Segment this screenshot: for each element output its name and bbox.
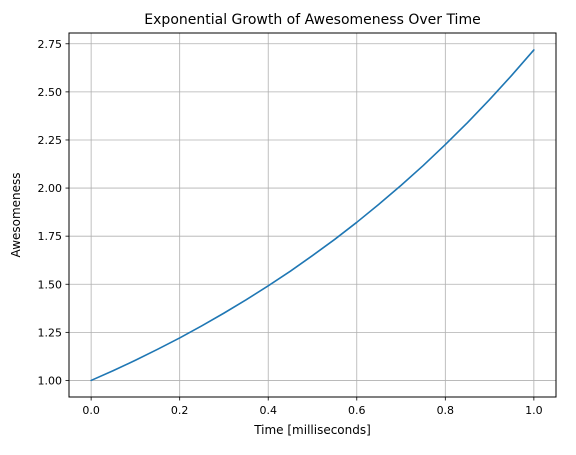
y-tick-label: 1.00 — [38, 374, 63, 387]
y-tick-label: 2.50 — [38, 86, 63, 99]
y-tick-label: 1.50 — [38, 278, 63, 291]
y-tick-label: 2.75 — [38, 38, 63, 51]
y-axis-label: Awesomeness — [9, 172, 23, 257]
series-line — [90, 49, 535, 382]
x-tick-label: 0.6 — [348, 404, 366, 417]
y-tick-label: 2.25 — [38, 134, 63, 147]
series-layer — [90, 49, 535, 382]
y-tick-label: 2.00 — [38, 182, 63, 195]
y-axis-ticks: 1.00 1.25 1.50 1.75 2.00 2.25 2.50 2.75 — [38, 38, 69, 387]
y-tick-label: 1.75 — [38, 230, 63, 243]
grid — [69, 33, 556, 397]
x-tick-label: 0.4 — [259, 404, 277, 417]
x-tick-label: 0.0 — [82, 404, 100, 417]
x-tick-label: 1.0 — [525, 404, 543, 417]
x-axis-label: Time [milliseconds] — [253, 423, 371, 437]
y-tick-label: 1.25 — [38, 326, 63, 339]
x-tick-label: 0.8 — [437, 404, 455, 417]
chart-title: Exponential Growth of Awesomeness Over T… — [144, 12, 480, 28]
plot-area-frame — [68, 32, 557, 398]
x-axis-ticks: 0.0 0.2 0.4 0.6 0.8 1.0 — [82, 397, 543, 417]
x-tick-label: 0.2 — [171, 404, 189, 417]
